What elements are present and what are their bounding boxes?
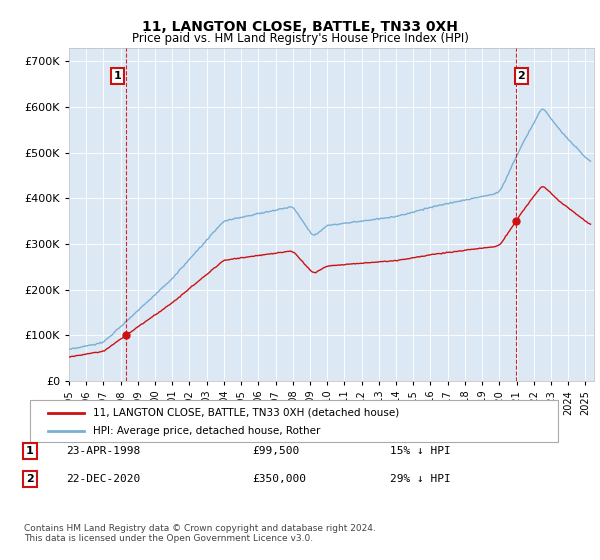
Text: 29% ↓ HPI: 29% ↓ HPI [390, 474, 451, 484]
Text: £99,500: £99,500 [252, 446, 299, 456]
Text: 2: 2 [26, 474, 34, 484]
Text: 22-DEC-2020: 22-DEC-2020 [66, 474, 140, 484]
Text: 1: 1 [113, 71, 121, 81]
Text: 15% ↓ HPI: 15% ↓ HPI [390, 446, 451, 456]
Text: £350,000: £350,000 [252, 474, 306, 484]
Point [511, 217, 521, 226]
Text: 11, LANGTON CLOSE, BATTLE, TN33 0XH (detached house): 11, LANGTON CLOSE, BATTLE, TN33 0XH (det… [93, 408, 399, 418]
Text: Price paid vs. HM Land Registry's House Price Index (HPI): Price paid vs. HM Land Registry's House … [131, 32, 469, 45]
Text: HPI: Average price, detached house, Rother: HPI: Average price, detached house, Roth… [93, 426, 320, 436]
Text: Contains HM Land Registry data © Crown copyright and database right 2024.
This d: Contains HM Land Registry data © Crown c… [24, 524, 376, 543]
Text: 23-APR-1998: 23-APR-1998 [66, 446, 140, 456]
Text: 11, LANGTON CLOSE, BATTLE, TN33 0XH: 11, LANGTON CLOSE, BATTLE, TN33 0XH [142, 20, 458, 34]
Point [121, 331, 131, 340]
Text: 2: 2 [517, 71, 525, 81]
Text: 1: 1 [26, 446, 34, 456]
